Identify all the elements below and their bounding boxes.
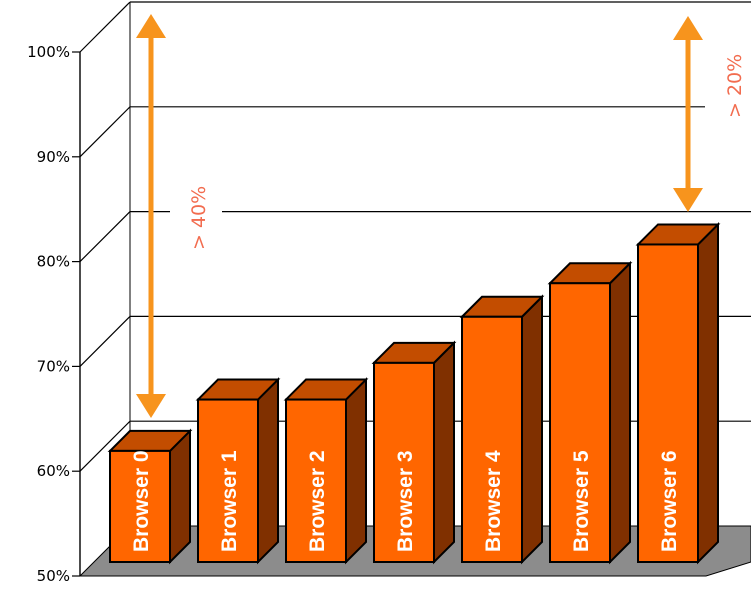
y-tick-label: 60% xyxy=(37,462,70,480)
bar-side xyxy=(521,294,543,565)
arrow-head-down xyxy=(136,394,166,418)
arrow-head-up xyxy=(136,14,166,38)
bar: Browser 0 xyxy=(107,428,193,565)
bar: Browser 5 xyxy=(547,260,633,565)
bar: Browser 6 xyxy=(635,222,721,565)
bars: Browser 0 Browser 1 Browser 2 Browser 3 Brow… xyxy=(107,222,721,565)
annotation-left: > 40% xyxy=(188,186,210,250)
bar-label: Browser 5 xyxy=(570,450,593,552)
annotation-right: > 20% xyxy=(724,54,746,118)
bar-label: Browser 4 xyxy=(482,450,505,552)
bar: Browser 4 xyxy=(459,294,545,565)
y-tick-label: 50% xyxy=(37,567,70,585)
bar-side xyxy=(433,340,455,565)
bar-label: Browser 6 xyxy=(658,450,681,552)
bar-label: Browser 2 xyxy=(306,450,329,552)
arrow-head-up xyxy=(673,16,703,40)
bar-side xyxy=(257,377,279,565)
gridline-diagonal xyxy=(79,420,131,472)
bar-label: Browser 3 xyxy=(394,450,417,552)
gridline-diagonal xyxy=(79,106,131,158)
y-tick-label: 70% xyxy=(37,357,70,375)
bar-side xyxy=(697,222,719,565)
gridline-diagonal xyxy=(79,1,131,53)
bar-front xyxy=(197,398,259,563)
bar: Browser 2 xyxy=(283,377,369,565)
gridline-diagonal xyxy=(79,211,131,263)
bar-front xyxy=(373,361,435,563)
arrow-right xyxy=(673,16,703,212)
gridline-diagonal xyxy=(79,315,131,367)
bar-front xyxy=(109,449,171,563)
bar-front xyxy=(461,315,523,563)
y-tick-label: 90% xyxy=(37,148,70,166)
arrow-left xyxy=(136,14,166,418)
annotations: > 40% > 20% xyxy=(136,14,751,418)
y-tick-label: 80% xyxy=(37,253,70,271)
bar-side xyxy=(169,428,191,565)
bar: Browser 1 xyxy=(195,377,281,565)
annotation-bg xyxy=(170,208,222,224)
y-tick-label: 100% xyxy=(27,43,70,61)
bar-label: Browser 0 xyxy=(130,450,153,552)
bar-side xyxy=(609,260,631,565)
bar: Browser 3 xyxy=(371,340,457,565)
bar-side xyxy=(345,377,367,565)
annotation-bg xyxy=(705,100,751,116)
bar-front xyxy=(549,282,611,563)
bar-front xyxy=(637,243,699,563)
arrow-head-down xyxy=(673,188,703,212)
bar-label: Browser 1 xyxy=(218,450,241,552)
bar-front xyxy=(285,398,347,563)
